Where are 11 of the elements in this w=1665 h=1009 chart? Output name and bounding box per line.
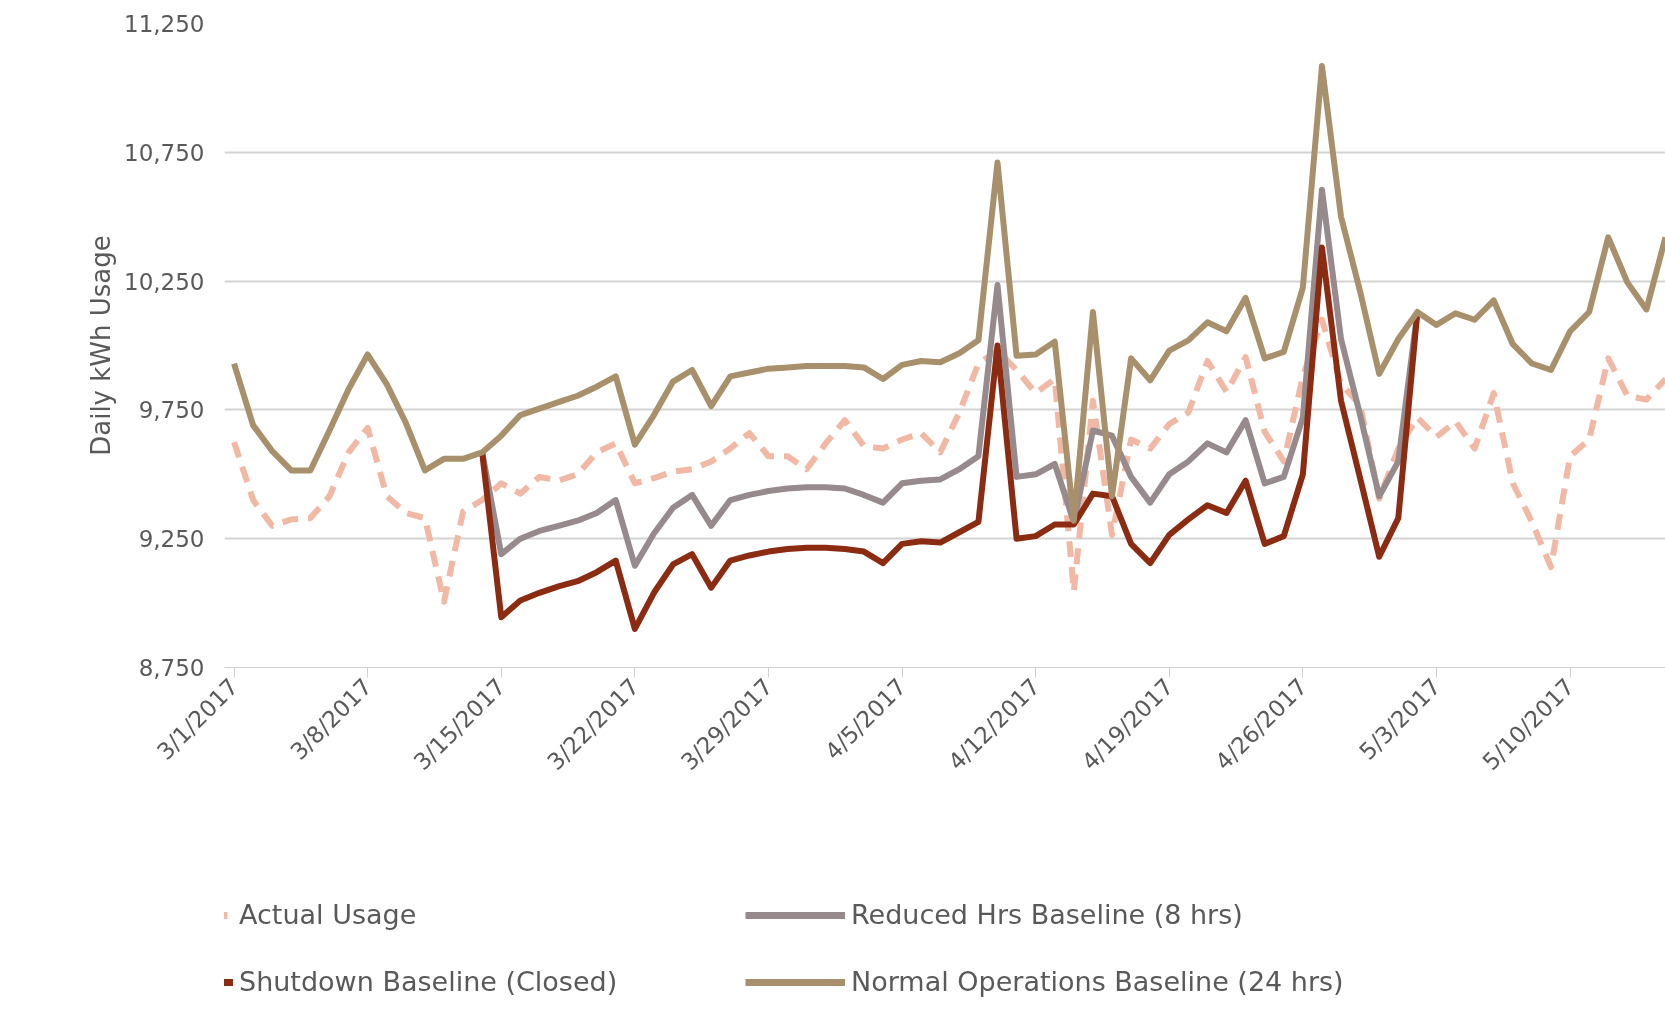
legend-label: Shutdown Baseline (Closed) bbox=[239, 966, 619, 997]
y-tick-label: 10,250 bbox=[124, 268, 205, 295]
y-tick-label: 11,250 bbox=[124, 11, 205, 37]
legend-label: Reduced Hrs Baseline (8 hrs) bbox=[851, 899, 1244, 930]
y-tick-label: 9,250 bbox=[138, 526, 205, 553]
y-tick-label: 8,750 bbox=[138, 655, 205, 681]
legend-label: Normal Operations Baseline (24 hrs) bbox=[851, 966, 1344, 997]
y-tick-label: 9,750 bbox=[138, 397, 205, 424]
y-tick-label: 10,750 bbox=[124, 139, 205, 166]
legend-label: Actual Usage bbox=[239, 899, 418, 930]
y-axis-title: Daily kWh Usage bbox=[86, 235, 117, 456]
